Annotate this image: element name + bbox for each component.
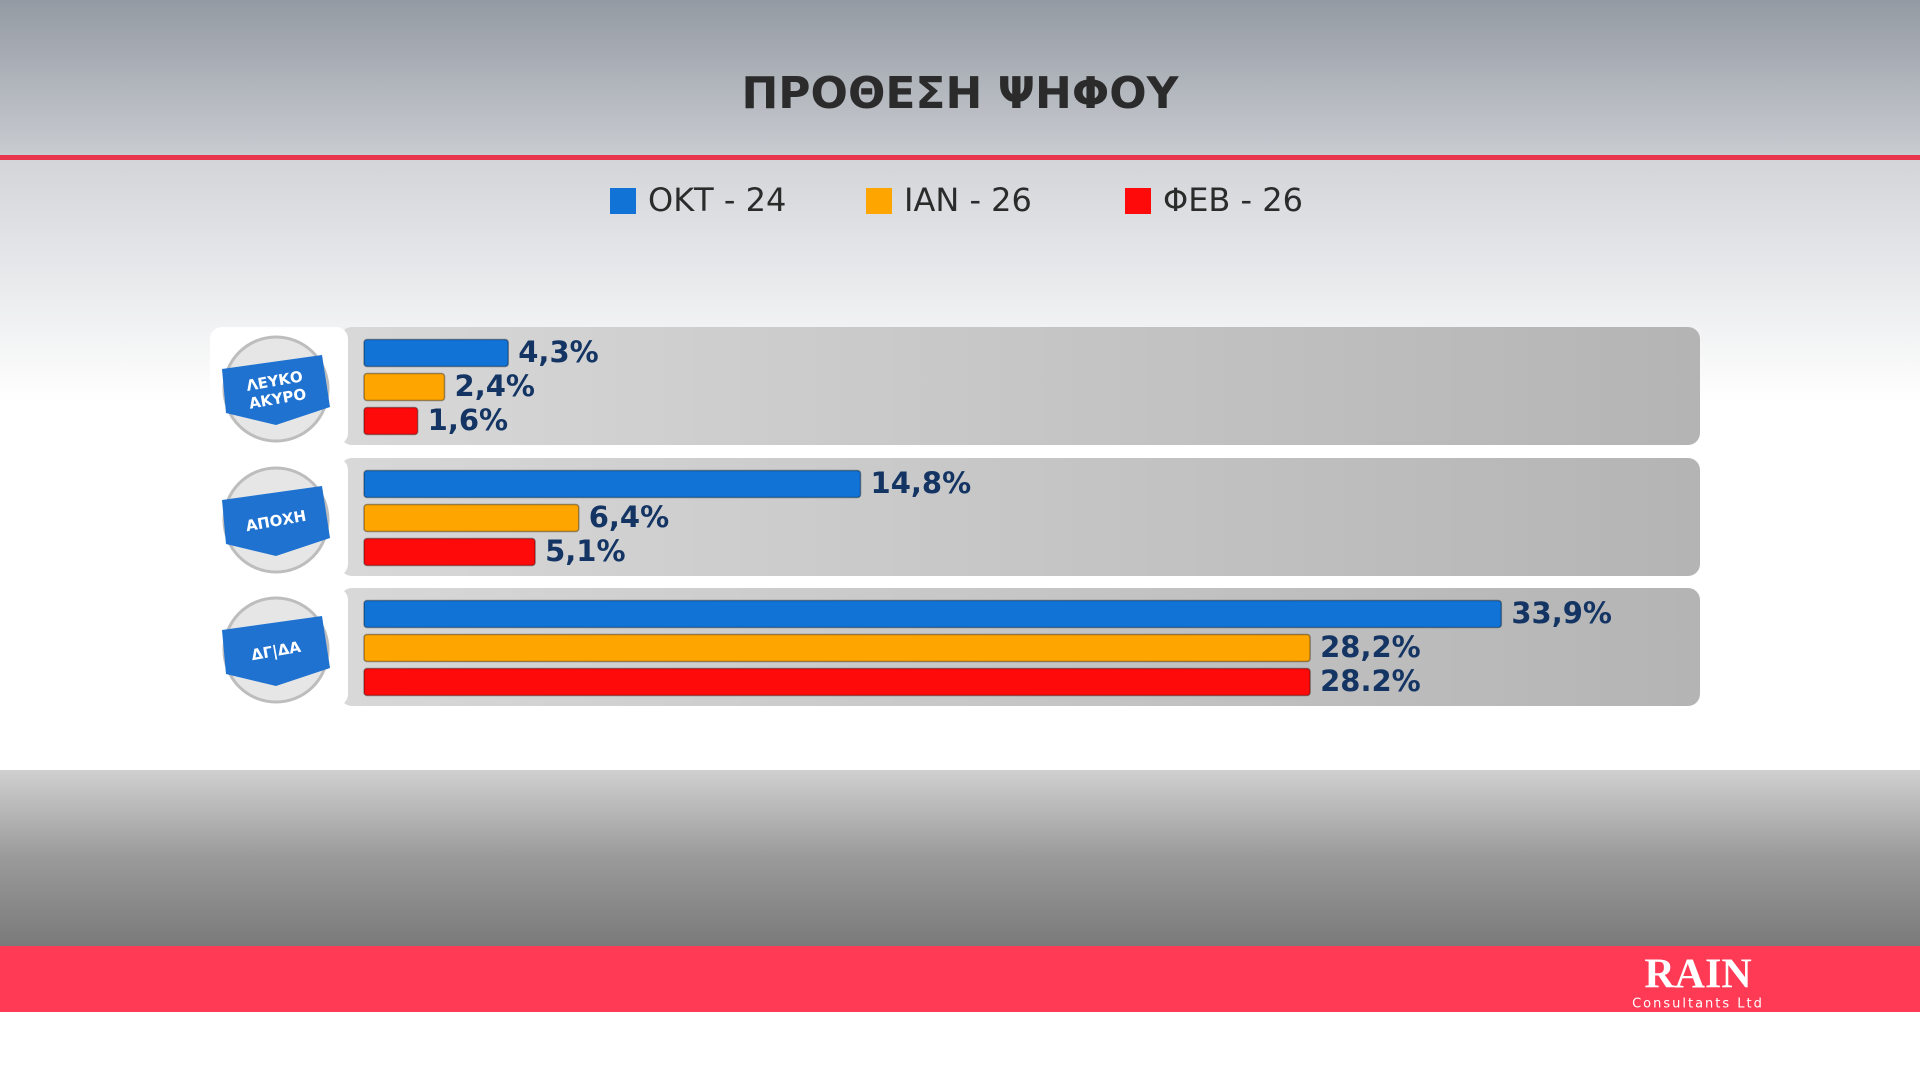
icon-envelope bbox=[222, 486, 330, 556]
category-label: ΑΠΟΧΗ bbox=[244, 506, 308, 536]
icon-label-box: ΑΠΟΧΗ bbox=[244, 506, 308, 536]
footer-band bbox=[0, 946, 1920, 1012]
value-label: 28,2% bbox=[1320, 630, 1421, 664]
chart-title: ΠΡΟΘΕΣΗ ΨΗΦΟΥ bbox=[741, 68, 1179, 119]
header bbox=[0, 0, 1920, 157]
icon-envelope bbox=[222, 616, 330, 686]
category-label: ΛΕΥΚΟ ΑΚΥΡΟ bbox=[244, 367, 308, 413]
value-label: 14,8% bbox=[871, 466, 972, 500]
value-label: 33,9% bbox=[1511, 596, 1612, 630]
logo-brand: RAIN bbox=[1644, 952, 1751, 998]
bar bbox=[363, 503, 580, 533]
bar bbox=[363, 406, 419, 436]
legend-label: ΟΚΤ - 24 bbox=[648, 181, 786, 219]
bar bbox=[363, 469, 862, 499]
bar bbox=[363, 599, 1503, 629]
icon-label-box: ΔΓ|ΔΑ bbox=[249, 637, 303, 665]
legend-swatch bbox=[866, 188, 892, 214]
logo-tagline: Consultants Ltd bbox=[1632, 997, 1764, 1012]
value-label: 5,1% bbox=[545, 534, 625, 568]
bar bbox=[363, 372, 446, 402]
bar bbox=[363, 338, 510, 368]
legend-label: ΦΕΒ - 26 bbox=[1163, 181, 1303, 219]
bar bbox=[363, 537, 536, 567]
value-label: 28.2% bbox=[1320, 664, 1421, 698]
value-label: 1,6% bbox=[428, 403, 508, 437]
lower-band bbox=[0, 770, 1920, 946]
category-label: ΔΓ|ΔΑ bbox=[249, 637, 303, 665]
legend-swatch bbox=[610, 188, 636, 214]
legend-swatch bbox=[1125, 188, 1151, 214]
bar bbox=[363, 667, 1311, 697]
value-label: 2,4% bbox=[455, 369, 535, 403]
panel bbox=[340, 327, 1700, 445]
value-label: 6,4% bbox=[589, 500, 669, 534]
value-label: 4,3% bbox=[518, 335, 598, 369]
icon-envelope bbox=[222, 355, 330, 425]
header-rule bbox=[0, 155, 1920, 160]
icon-label-box: ΛΕΥΚΟ ΑΚΥΡΟ bbox=[244, 367, 308, 413]
footer-bottom bbox=[0, 1012, 1920, 1080]
bar bbox=[363, 633, 1311, 663]
legend-label: ΙΑΝ - 26 bbox=[904, 181, 1032, 219]
